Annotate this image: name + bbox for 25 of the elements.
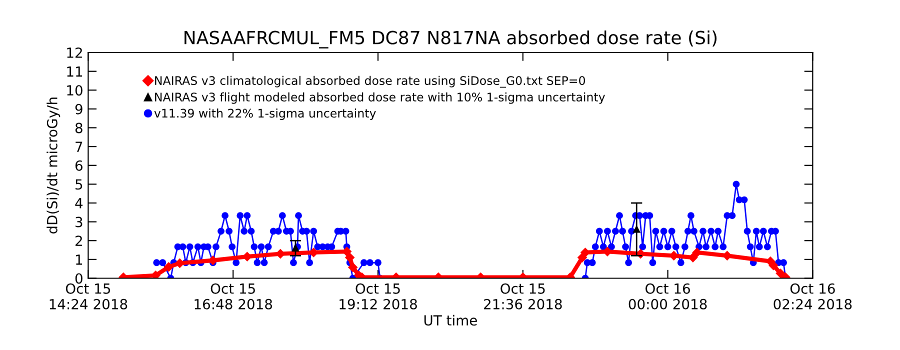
y-tick-label: 4 xyxy=(75,198,83,208)
chart-title: NASAAFRCMUL_FM5 DC87 N817NA absorbed dose rate (Si) xyxy=(184,30,717,48)
x-tick-label: Oct 15 16:48 2018 xyxy=(194,283,272,310)
y-tick-label: 10 xyxy=(67,85,82,96)
y-tick-label: 3 xyxy=(76,216,82,228)
y-tick-label: 12 xyxy=(67,47,82,58)
y-tick-label: 0 xyxy=(75,273,82,284)
y-tick-label: 5 xyxy=(76,179,82,190)
y-axis-title: dD(Si)/dt microGy/h xyxy=(46,98,60,234)
y-tick-label: 7 xyxy=(76,142,82,152)
x-tick-label: Oct 15 19:12 2018 xyxy=(340,283,417,310)
legend-label: NAIRAS v3 flight modeled absorbed dose rate with 10% 1-sigma uncertainty xyxy=(155,92,605,104)
y-tick-label: 1 xyxy=(76,254,82,265)
y-tick-label: 9 xyxy=(75,104,82,114)
x-tick-label: Oct 15 14:24 2018 xyxy=(50,283,128,310)
x-tick-label: Oct 16 02:24 2018 xyxy=(774,283,852,310)
y-tick-label: 2 xyxy=(76,236,82,246)
y-tick-label: 6 xyxy=(75,160,82,171)
x-tick-label: Oct 15 21:36 2018 xyxy=(484,283,562,310)
x-tick-label: Oct 16 00:00 2018 xyxy=(628,283,707,310)
x-axis-title: UT time xyxy=(424,314,477,326)
legend-label: v11.39 with 22% 1-sigma uncertainty xyxy=(154,108,376,120)
y-tick-label: 8 xyxy=(75,122,82,134)
y-tick-label: 11 xyxy=(67,66,82,77)
legend-label: NAIRAS v3 climatological absorbed dose rate using SiDose_G0.txt SEP=0 xyxy=(155,76,586,88)
